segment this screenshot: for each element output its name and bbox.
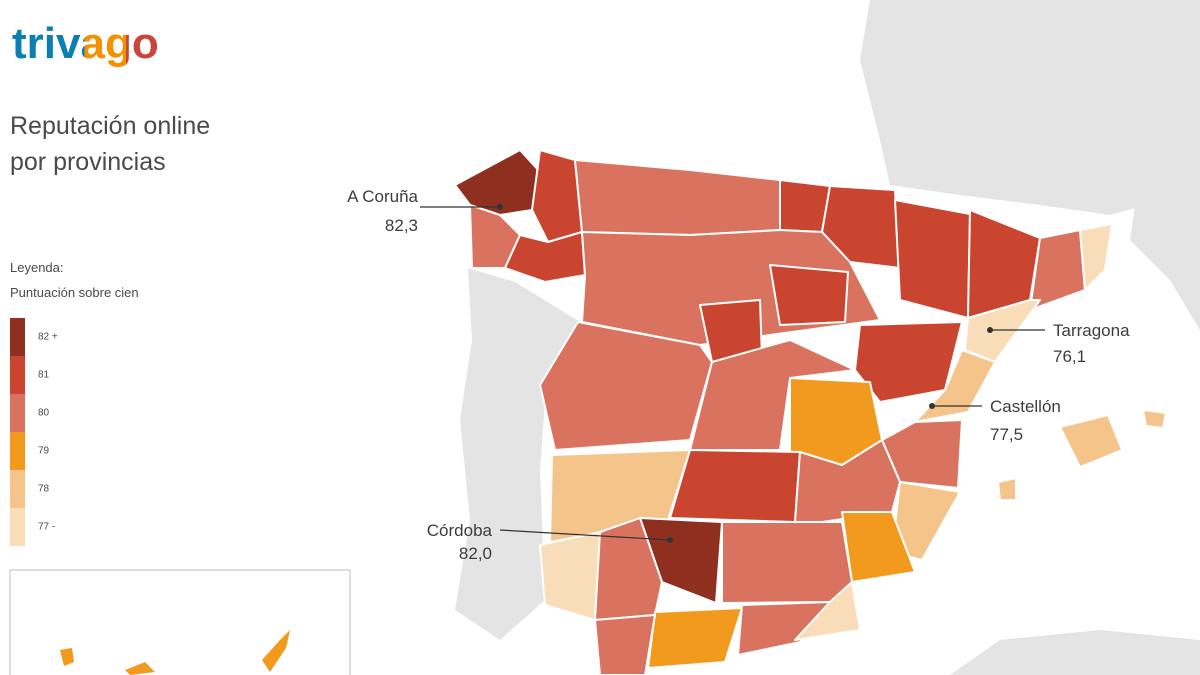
logo: trivago <box>12 19 159 68</box>
legend-swatch <box>10 432 25 470</box>
legend-subheading: Puntuación sobre cien <box>10 285 139 300</box>
canary-islands <box>60 630 290 675</box>
callout-dot <box>667 537 673 543</box>
legend-label: 78 <box>38 484 50 495</box>
background-land <box>455 0 1200 675</box>
legend-label: 77 - <box>38 522 55 533</box>
callout-name: Castellón <box>990 397 1061 416</box>
legend-swatch <box>10 508 25 546</box>
callout-name: Tarragona <box>1053 321 1130 340</box>
provinces <box>454 149 1167 675</box>
legend-swatch <box>10 470 25 508</box>
legend-label: 81 <box>38 370 50 381</box>
callout-dot <box>497 204 503 210</box>
callout-score: 82,3 <box>385 216 418 235</box>
leader-line <box>499 529 671 541</box>
legend-label: 80 <box>38 408 50 419</box>
callout-score: 82,0 <box>459 544 492 563</box>
callout-score: 77,5 <box>990 425 1023 444</box>
callout-dot <box>929 403 935 409</box>
canary-inset <box>9 569 351 675</box>
legend: 82 + 81 80 79 78 77 - <box>10 318 58 546</box>
legend-swatch <box>10 394 25 432</box>
legend-swatch <box>10 318 25 356</box>
title-line: por provincias <box>10 148 166 176</box>
callout-dot <box>987 327 993 333</box>
legend-label: 82 + <box>38 332 58 343</box>
legend-heading: Leyenda: <box>10 260 64 275</box>
callout-name: Córdoba <box>427 521 493 540</box>
legend-label: 79 <box>38 446 50 457</box>
title-line: Reputación online <box>10 112 210 140</box>
callout-score: 76,1 <box>1053 347 1086 366</box>
callout-name: A Coruña <box>347 187 418 206</box>
legend-swatch <box>10 356 25 394</box>
